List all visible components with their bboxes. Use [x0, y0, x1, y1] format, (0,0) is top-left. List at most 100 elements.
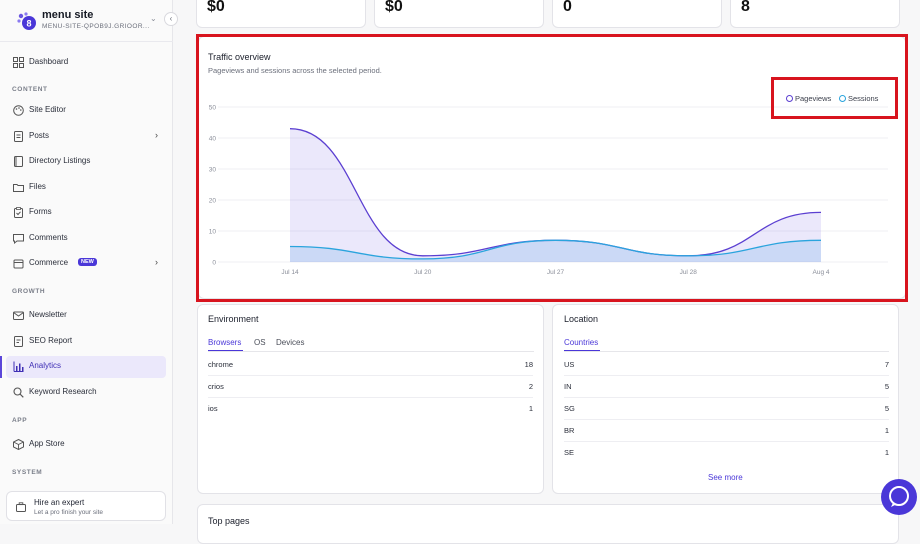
row-label: IN — [564, 382, 572, 391]
palette-icon — [13, 105, 24, 116]
bar-chart-icon — [13, 361, 24, 372]
tab-devices[interactable]: Devices — [276, 338, 305, 347]
top-pages-title: Top pages — [208, 516, 250, 526]
traffic-subtitle: Pageviews and sessions across the select… — [208, 66, 382, 75]
document-icon — [14, 131, 23, 142]
row-value: 5 — [884, 382, 889, 391]
sidebar-item-label: Newsletter — [29, 310, 67, 319]
sidebar-item-directory-listings[interactable]: Directory Listings — [6, 151, 166, 173]
sidebar-item-files[interactable]: Files — [6, 177, 166, 199]
stat-value: 8 — [741, 0, 750, 15]
section-system: SYSTEM — [12, 469, 43, 476]
sidebar-item-commerce[interactable]: Commerce NEW › — [6, 253, 166, 275]
y-tick-label: 40 — [209, 136, 217, 143]
sidebar-item-analytics[interactable]: Analytics — [0, 356, 166, 378]
row-value: 1 — [884, 448, 889, 457]
legend-sessions[interactable]: Sessions — [839, 94, 878, 103]
table-row: crios 2 — [208, 376, 533, 398]
sidebar-item-label: Directory Listings — [29, 156, 91, 165]
sidebar-item-label: Dashboard — [29, 57, 69, 66]
location-card — [552, 304, 899, 494]
table-row: chrome 18 — [208, 354, 533, 376]
sidebar-item-label: App Store — [29, 439, 65, 448]
row-value: 2 — [528, 382, 533, 391]
sidebar: 8 menu site MENU-SITE-QPOB9J.GRIOOR... ⌄… — [0, 0, 178, 524]
tab-divider — [564, 351, 889, 352]
x-tick-label: Jul 14 — [281, 269, 299, 276]
table-row: US 7 — [564, 354, 889, 376]
chevron-right-icon: › — [155, 257, 158, 267]
sidebar-item-seo-report[interactable]: SEO Report — [6, 331, 166, 353]
chevron-right-icon: › — [155, 130, 158, 140]
sidebar-item-label: Site Editor — [29, 105, 66, 114]
stat-value: 0 — [563, 0, 572, 15]
sidebar-item-dashboard[interactable]: Dashboard — [6, 52, 166, 74]
row-value: 1 — [528, 404, 533, 413]
series-area-pageviews — [290, 128, 821, 262]
table-row: IN 5 — [564, 376, 889, 398]
stat-card: $0 — [196, 0, 366, 28]
svg-text:8: 8 — [26, 19, 31, 29]
sidebar-item-label: Comments — [29, 233, 68, 242]
row-value: 5 — [884, 404, 889, 413]
y-tick-label: 0 — [212, 260, 216, 267]
sidebar-item-posts[interactable]: Posts › — [6, 126, 166, 148]
comment-icon — [13, 234, 24, 244]
traffic-title: Traffic overview — [208, 52, 271, 62]
book-icon — [14, 156, 23, 167]
row-label: US — [564, 360, 575, 369]
sidebar-item-label: Keyword Research — [29, 387, 97, 396]
sidebar-item-comments[interactable]: Comments — [6, 228, 166, 250]
x-tick-label: Jul 27 — [547, 269, 565, 276]
sidebar-item-newsletter[interactable]: Newsletter — [6, 305, 166, 327]
sidebar-item-site-editor[interactable]: Site Editor — [6, 100, 166, 122]
tab-divider — [208, 351, 534, 352]
shop-icon — [13, 259, 24, 269]
see-more-link[interactable]: See more — [708, 473, 743, 482]
report-icon — [14, 336, 23, 347]
tab-active-underline — [564, 350, 600, 351]
sidebar-item-label: Files — [29, 182, 46, 191]
section-app: APP — [12, 417, 28, 424]
sidebar-item-keyword-research[interactable]: Keyword Research — [6, 382, 166, 404]
clipboard-check-icon — [14, 207, 23, 218]
x-tick-label: Jul 20 — [414, 269, 432, 276]
row-label: chrome — [208, 360, 234, 369]
x-tick-label: Jul 28 — [680, 269, 698, 276]
hire-expert-card[interactable]: Hire an expert Let a pro finish your sit… — [6, 491, 166, 521]
chat-button[interactable] — [881, 479, 917, 515]
briefcase-icon — [16, 502, 26, 512]
series-area-sessions — [290, 240, 821, 262]
environment-card — [197, 304, 544, 494]
row-label: BR — [564, 426, 575, 435]
top-pages-card — [197, 504, 899, 544]
series-line-sessions — [289, 239, 822, 260]
sidebar-item-label: Forms — [29, 207, 52, 216]
legend-sessions-dot — [839, 95, 846, 102]
sidebar-item-app-store[interactable]: App Store — [6, 434, 166, 456]
site-switcher[interactable]: 8 menu site MENU-SITE-QPOB9J.GRIOOR... ⌄ — [0, 0, 173, 42]
site-id: MENU-SITE-QPOB9J.GRIOOR... — [42, 23, 150, 30]
collapse-sidebar-button[interactable]: ‹ — [164, 12, 178, 26]
tab-os[interactable]: OS — [254, 338, 266, 347]
tab-countries[interactable]: Countries — [564, 338, 599, 347]
chevron-down-icon: ⌄ — [150, 14, 157, 23]
table-row: ios 1 — [208, 398, 533, 420]
stat-card: $0 — [374, 0, 544, 28]
tab-active-underline — [208, 350, 243, 351]
new-badge: NEW — [78, 258, 97, 266]
x-tick-label: Aug 4 — [813, 269, 830, 276]
site-name: menu site — [42, 9, 94, 21]
search-icon — [13, 387, 24, 398]
highlight-box-legend — [771, 77, 898, 119]
row-label: crios — [208, 382, 224, 391]
row-label: ios — [208, 404, 218, 413]
legend-pageviews[interactable]: Pageviews — [786, 94, 831, 103]
row-label: SG — [564, 404, 575, 413]
tab-browsers[interactable]: Browsers — [208, 338, 242, 347]
environment-title: Environment — [208, 314, 259, 324]
row-label: SE — [564, 448, 575, 457]
sidebar-item-forms[interactable]: Forms — [6, 202, 166, 224]
site-logo-icon: 8 — [17, 12, 36, 30]
stat-card: 8 — [730, 0, 900, 28]
